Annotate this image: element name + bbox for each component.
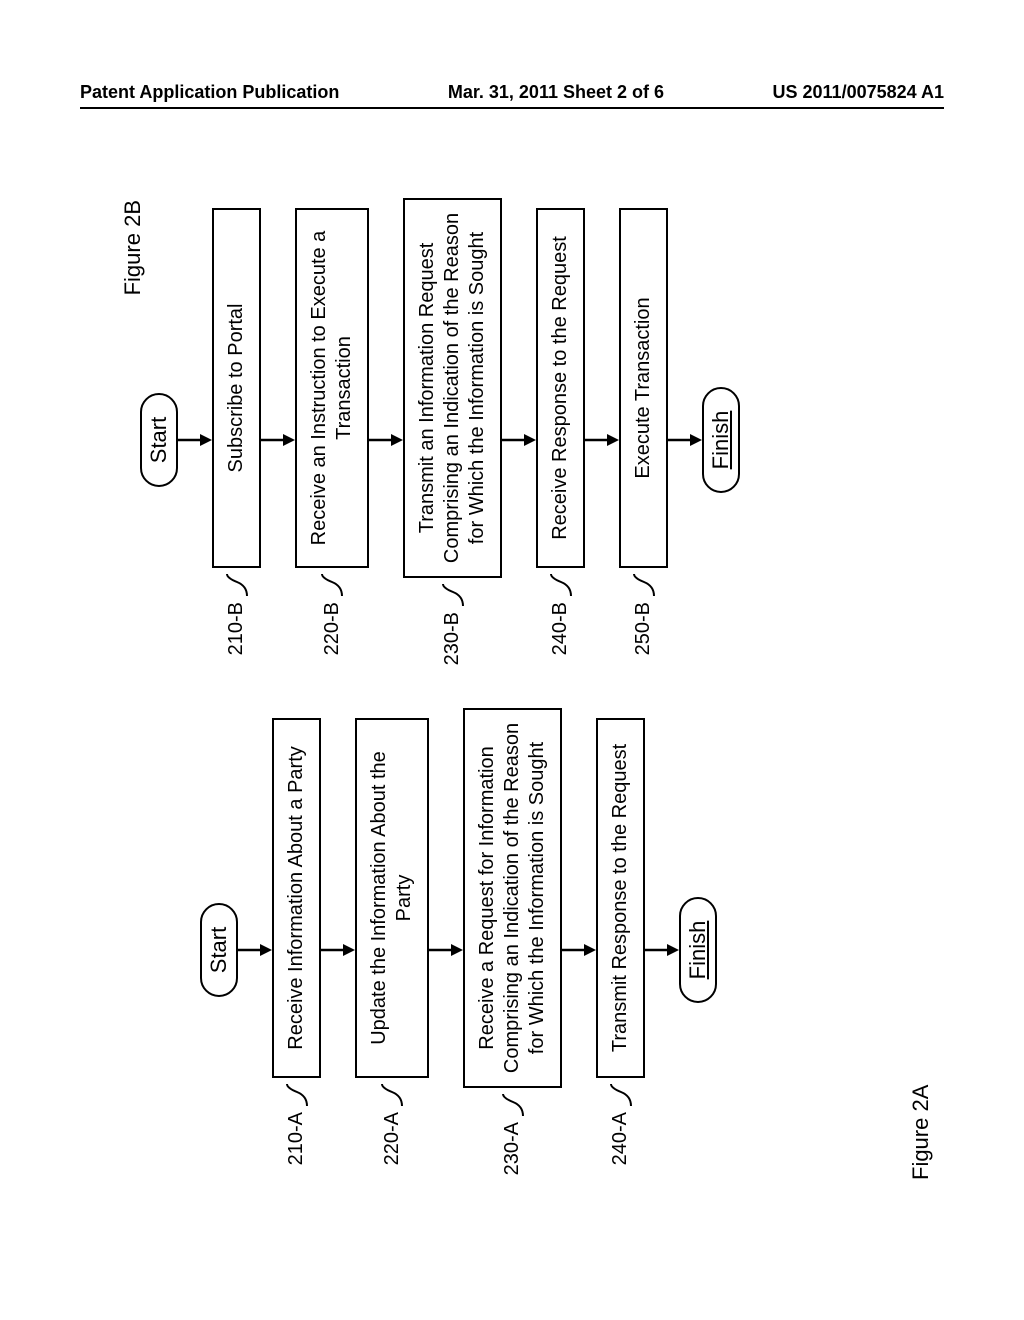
rotated-page-area: Figure 2A Figure 2B Start 210-A Receive … (2, 258, 1022, 1122)
hook-icon (378, 1084, 406, 1106)
box-210b: Subscribe to Portal (212, 208, 261, 568)
arrow-icon (321, 942, 355, 958)
arrow-icon (178, 432, 212, 448)
hook-icon (283, 1084, 311, 1106)
hook-icon (318, 574, 346, 596)
step-210b: 210-B Subscribe to Portal (212, 208, 261, 672)
ref-230b: 230-B (441, 612, 464, 682)
hook-icon (439, 584, 467, 606)
arrow-icon (369, 432, 403, 448)
hook-icon (547, 574, 575, 596)
box-220a: Update the Information About the Party (355, 718, 429, 1078)
step-220a: 220-A Update the Information About the P… (355, 718, 429, 1182)
box-220b: Receive an Instruction to Execute a Tran… (295, 208, 369, 568)
ref-240b: 240-B (549, 602, 572, 672)
page-header: Patent Application Publication Mar. 31, … (80, 82, 944, 109)
arrow-icon (645, 942, 679, 958)
arrow-icon (585, 432, 619, 448)
box-230a: Receive a Request for Information Compri… (463, 708, 562, 1088)
hook-icon (499, 1094, 527, 1116)
header-center: Mar. 31, 2011 Sheet 2 of 6 (448, 82, 664, 103)
box-230b: Transmit an Information Request Comprisi… (403, 198, 502, 578)
terminator-finish-b: Finish (702, 387, 740, 494)
ref-250b: 250-B (632, 602, 655, 672)
step-210a: 210-A Receive Information About a Party (272, 718, 321, 1182)
terminator-start-b: Start (140, 393, 178, 487)
flowchart-2a: Start 210-A Receive Information About a … (200, 710, 717, 1190)
ref-220a: 220-A (381, 1112, 404, 1182)
box-210a: Receive Information About a Party (272, 718, 321, 1078)
step-250b: 250-B Execute Transaction (619, 208, 668, 672)
header-left: Patent Application Publication (80, 82, 339, 103)
header-right: US 2011/0075824 A1 (773, 82, 944, 103)
box-240b: Receive Response to the Request (536, 208, 585, 568)
flowchart-2b: Start 210-B Subscribe to Portal 220-B Re… (140, 200, 740, 680)
arrow-icon (502, 432, 536, 448)
ref-210b: 210-B (225, 602, 248, 672)
ref-240a: 240-A (609, 1112, 632, 1182)
arrow-icon (261, 432, 295, 448)
step-230b: 230-B Transmit an Information Request Co… (403, 198, 502, 682)
arrow-icon (668, 432, 702, 448)
arrow-icon (238, 942, 272, 958)
terminator-start-a: Start (200, 903, 238, 997)
box-240a: Transmit Response to the Request (596, 718, 645, 1078)
step-230a: 230-A Receive a Request for Information … (463, 708, 562, 1192)
hook-icon (630, 574, 658, 596)
terminator-finish-a: Finish (679, 897, 717, 1004)
step-240b: 240-B Receive Response to the Request (536, 208, 585, 672)
step-240a: 240-A Transmit Response to the Request (596, 718, 645, 1182)
ref-210a: 210-A (285, 1112, 308, 1182)
arrow-icon (429, 942, 463, 958)
arrow-icon (562, 942, 596, 958)
box-250b: Execute Transaction (619, 208, 668, 568)
hook-icon (607, 1084, 635, 1106)
figure-2a-label: Figure 2A (908, 1085, 934, 1180)
landscape-canvas: Figure 2A Figure 2B Start 210-A Receive … (80, 180, 944, 1200)
hook-icon (223, 574, 251, 596)
step-220b: 220-B Receive an Instruction to Execute … (295, 208, 369, 672)
ref-220b: 220-B (321, 602, 344, 672)
ref-230a: 230-A (501, 1122, 524, 1192)
